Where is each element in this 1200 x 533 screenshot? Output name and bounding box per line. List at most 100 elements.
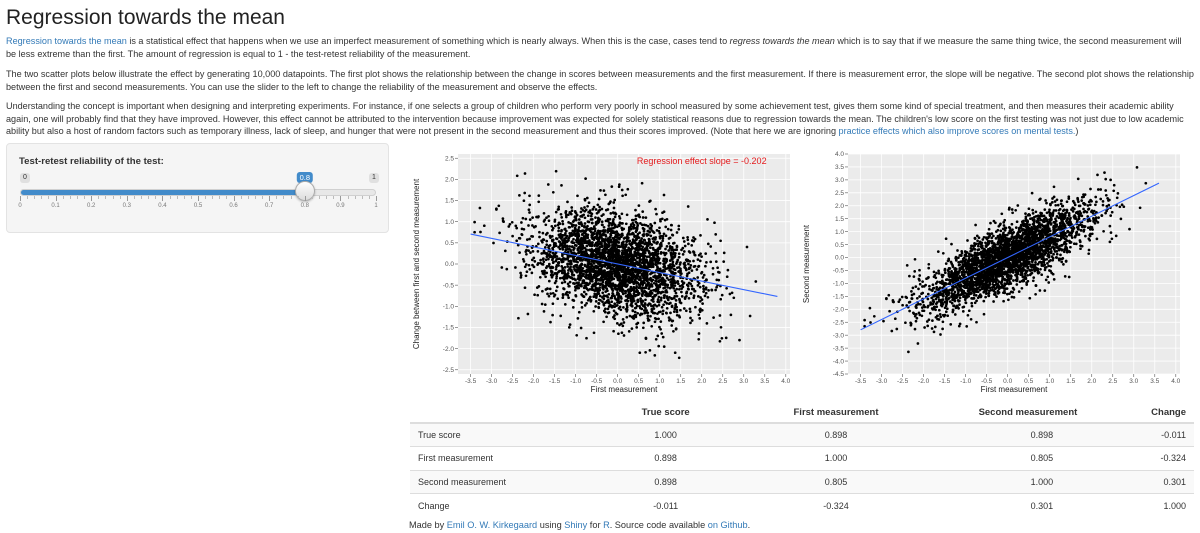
slider-tick xyxy=(247,196,249,199)
data-point xyxy=(580,229,584,233)
data-point xyxy=(602,238,606,242)
data-point xyxy=(666,286,669,289)
data-point xyxy=(581,273,585,276)
data-point xyxy=(1101,203,1105,207)
data-point xyxy=(570,209,574,213)
data-point xyxy=(659,250,663,254)
data-point xyxy=(610,277,614,281)
data-point xyxy=(677,224,681,228)
data-point xyxy=(679,308,682,312)
data-point xyxy=(588,274,592,277)
practice-effects-link[interactable]: practice effects which also improve scor… xyxy=(838,126,1076,136)
data-point xyxy=(571,229,575,233)
data-point xyxy=(562,245,566,248)
data-point xyxy=(930,296,934,300)
data-point xyxy=(567,239,570,242)
data-point xyxy=(531,216,534,219)
data-point xyxy=(606,230,610,234)
data-point xyxy=(626,299,630,303)
data-point xyxy=(578,222,581,226)
data-point xyxy=(630,254,634,257)
data-point xyxy=(538,235,541,239)
slider-tick xyxy=(311,196,313,199)
data-point xyxy=(642,232,646,236)
data-point xyxy=(608,252,612,256)
data-point xyxy=(640,289,644,293)
data-point xyxy=(558,244,562,247)
data-point xyxy=(645,279,649,283)
data-point xyxy=(592,262,596,265)
data-point xyxy=(613,271,617,275)
data-point xyxy=(598,233,602,237)
data-point xyxy=(716,266,719,270)
data-point xyxy=(501,219,505,223)
data-point xyxy=(649,246,652,250)
data-point xyxy=(713,221,716,225)
reliability-slider-track[interactable] xyxy=(20,189,376,196)
slider-tick xyxy=(76,196,78,199)
data-point xyxy=(537,200,541,204)
slider-min-label: 0 xyxy=(20,173,30,183)
data-point xyxy=(580,301,584,304)
data-point xyxy=(628,270,632,274)
data-point xyxy=(704,286,708,290)
data-point xyxy=(891,300,895,304)
data-point xyxy=(670,246,674,249)
change-vs-first-scatter-plot: -3.5 -3.0 -2.5 -2.0 -1.5 -1.0 -0.5 0.0 0.5 1.0 1.5… xyxy=(412,154,791,394)
data-point xyxy=(1021,275,1025,279)
data-point xyxy=(572,241,576,245)
data-point xyxy=(987,227,991,231)
data-point xyxy=(555,285,559,289)
data-point xyxy=(949,260,953,264)
data-point xyxy=(576,285,579,288)
data-point xyxy=(666,227,670,231)
data-point xyxy=(544,275,547,279)
data-point xyxy=(657,303,661,307)
data-point xyxy=(661,312,665,316)
data-point xyxy=(687,242,690,246)
slider-value-label: 0.8 xyxy=(296,172,314,183)
data-point xyxy=(606,289,609,293)
data-point xyxy=(665,311,668,315)
data-point xyxy=(678,297,681,301)
data-point xyxy=(668,244,672,248)
data-point xyxy=(610,256,614,259)
data-point xyxy=(574,218,578,222)
data-point xyxy=(594,284,597,288)
data-point xyxy=(660,332,664,335)
data-point xyxy=(641,274,644,277)
x-tick-label: -1.5 xyxy=(549,378,561,385)
data-point xyxy=(662,259,666,263)
data-point xyxy=(566,262,569,266)
data-point xyxy=(941,320,945,324)
data-point xyxy=(662,193,666,197)
data-point xyxy=(527,249,530,252)
data-point xyxy=(1060,199,1063,202)
data-point xyxy=(568,284,571,288)
data-point xyxy=(586,220,590,223)
data-point xyxy=(575,265,578,269)
data-point xyxy=(618,217,622,220)
data-point xyxy=(583,216,587,220)
page-title: Regression towards the mean xyxy=(6,6,285,29)
y-tick-label: 1.0 xyxy=(835,229,844,236)
data-point xyxy=(596,232,599,235)
data-point xyxy=(616,291,619,294)
regression-link[interactable]: Regression towards the mean xyxy=(6,36,127,46)
data-point xyxy=(651,263,655,266)
data-point xyxy=(649,265,652,268)
data-point xyxy=(958,303,961,306)
data-point xyxy=(473,220,476,224)
data-point xyxy=(1018,280,1022,284)
data-point xyxy=(616,233,619,237)
data-point xyxy=(561,293,565,296)
data-point xyxy=(1010,222,1014,226)
data-point xyxy=(655,280,658,283)
slider-tick xyxy=(198,196,199,201)
data-point xyxy=(558,222,562,226)
intro-paragraph: Regression towards the mean is a statist… xyxy=(6,35,1194,60)
data-point xyxy=(684,268,688,272)
data-point xyxy=(929,301,932,304)
data-point xyxy=(547,279,551,283)
data-point xyxy=(636,213,640,217)
